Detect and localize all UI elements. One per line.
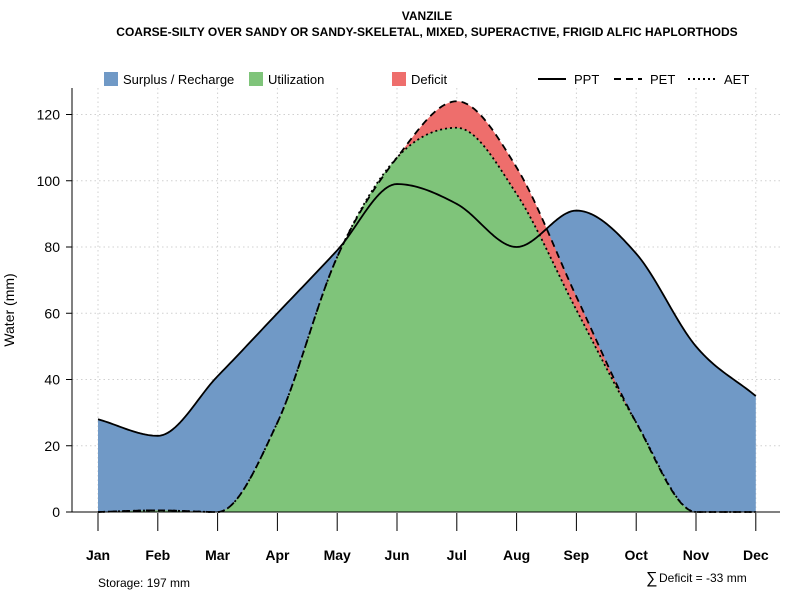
x-tick-label-9: Oct xyxy=(625,547,649,563)
legend-swatch-2 xyxy=(392,72,406,86)
legend: Surplus / Recharge Utilization Deficit PPT P… xyxy=(104,72,749,87)
y-tick-label-1: 20 xyxy=(44,438,60,454)
legend-line-label-aet: AET xyxy=(724,72,749,87)
legend-label-1: Utilization xyxy=(268,72,324,87)
x-tick-label-7: Aug xyxy=(503,547,530,563)
deficit-annotation: Deficit = -33 mm xyxy=(659,571,747,585)
y-tick-label-6: 120 xyxy=(37,107,61,123)
y-tick-label-3: 60 xyxy=(44,305,60,321)
ppt-line xyxy=(97,183,757,437)
chart-subtitle: COARSE-SILTY OVER SANDY OR SANDY-SKELETA… xyxy=(116,25,737,39)
x-tick-label-3: Apr xyxy=(265,547,290,563)
x-tick-label-4: May xyxy=(324,547,351,563)
area-layer xyxy=(98,101,756,512)
x-tick-label-11: Dec xyxy=(743,547,769,563)
y-tick-label-4: 80 xyxy=(44,239,60,255)
legend-label-2: Deficit xyxy=(411,72,448,87)
x-tick-label-8: Sep xyxy=(564,547,590,563)
legend-label-0: Surplus / Recharge xyxy=(123,72,234,87)
legend-swatch-0 xyxy=(104,72,118,86)
x-tick-label-5: Jun xyxy=(385,547,410,563)
y-tick-label-2: 40 xyxy=(44,372,60,388)
y-tick-label-0: 0 xyxy=(52,504,60,520)
legend-line-label-pet: PET xyxy=(650,72,675,87)
axes: 0 20 40 60 80 100 120 Jan Feb Mar Apr May Jun Jul Aug S… xyxy=(37,88,780,563)
x-tick-label-10: Nov xyxy=(683,547,710,563)
utilization-area xyxy=(98,127,756,512)
x-tick-label-1: Feb xyxy=(145,547,170,563)
x-tick-label-2: Mar xyxy=(205,547,230,563)
legend-line-label-ppt: PPT xyxy=(574,72,599,87)
y-axis-label: Water (mm) xyxy=(1,273,17,346)
y-tick-label-5: 100 xyxy=(37,173,61,189)
x-tick-label-0: Jan xyxy=(86,547,110,563)
legend-swatch-1 xyxy=(249,72,263,86)
aet-line xyxy=(97,126,756,513)
deficit-sum-symbol: ∑ xyxy=(646,570,657,587)
chart-title: VANZILE xyxy=(402,9,452,23)
x-tick-label-6: Jul xyxy=(447,547,467,563)
storage-annotation: Storage: 197 mm xyxy=(98,576,190,590)
